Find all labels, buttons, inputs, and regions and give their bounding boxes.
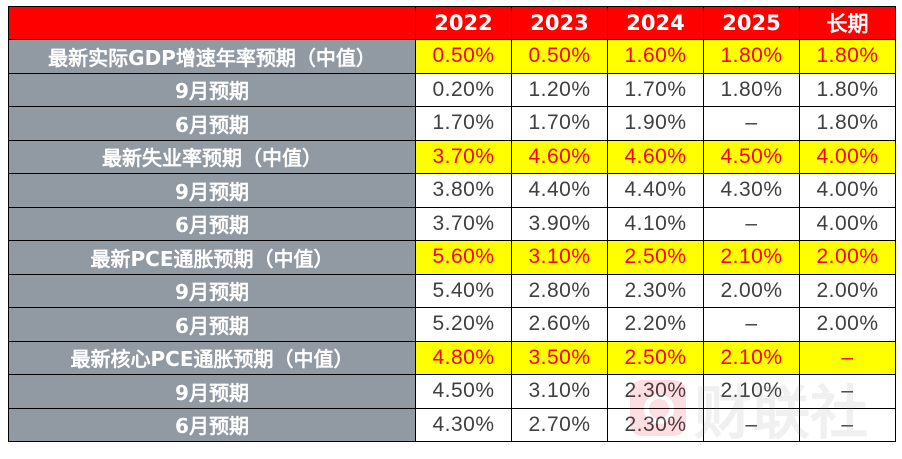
table-cell-长期: 1.80% <box>799 72 896 107</box>
table-row-latest-median: 最新实际GDP增速年率预期（中值） 0.50% 0.50% 1.60% 1.80% 1.8… <box>8 39 896 74</box>
table-cell-2022: 4.30% <box>415 407 512 442</box>
table-cell-2022: 5.20% <box>415 307 512 342</box>
table-cell-长期: 4.00% <box>799 139 896 174</box>
row-label: 最新失业率预期（中值） <box>8 139 416 174</box>
table-cell-2025: 1.80% <box>703 39 800 74</box>
header-row: 2022 2023 2024 2025 长期 <box>8 6 896 40</box>
row-label: 最新PCE通胀预期（中值） <box>8 240 416 275</box>
table-cell-2024: 2.30% <box>607 374 704 409</box>
table-cell-2023: 3.10% <box>511 240 608 275</box>
table-cell-2024: 4.40% <box>607 173 704 208</box>
row-label: 6月预期 <box>8 206 416 241</box>
table-cell-2023: 2.60% <box>511 307 608 342</box>
row-label: 最新核心PCE通胀预期（中值） <box>8 340 416 375</box>
fed-economic-projections-table: 2022 2023 2024 2025 长期 最新实际GDP增速年率预期（中值）… <box>8 6 896 442</box>
table-row-prior-projection: 6月预期 3.70% 3.90% 4.10% –4.00% <box>8 206 896 241</box>
table-cell-长期: – <box>799 374 896 409</box>
table-cell-2025: 4.50% <box>703 139 800 174</box>
header-year-2025: 2025 <box>703 6 800 40</box>
header-long-run: 长期 <box>799 6 896 40</box>
table-cell-2022: 4.50% <box>415 374 512 409</box>
table-cell-2025: 2.00% <box>703 273 800 308</box>
row-label: 最新实际GDP增速年率预期（中值） <box>8 39 416 74</box>
table-cell-2025: 2.10% <box>703 340 800 375</box>
table-cell-长期: 4.00% <box>799 173 896 208</box>
table-cell-长期: – <box>799 340 896 375</box>
table-cell-2024: 1.60% <box>607 39 704 74</box>
table-cell-2022: 1.70% <box>415 106 512 141</box>
table-cell-2022: 3.70% <box>415 206 512 241</box>
header-year-2022: 2022 <box>415 6 512 40</box>
table-row-prior-projection: 6月预期 4.30% 2.70% 2.30% – – <box>8 407 896 442</box>
header-year-2023: 2023 <box>511 6 608 40</box>
header-year-2024: 2024 <box>607 6 704 40</box>
table-row-latest-median: 最新失业率预期（中值） 3.70% 4.60% 4.60% 4.50% 4.00% <box>8 139 896 174</box>
table-cell-2023: 4.60% <box>511 139 608 174</box>
table-cell-2024: 2.20% <box>607 307 704 342</box>
table-cell-2024: 2.30% <box>607 407 704 442</box>
table-cell-长期: 2.00% <box>799 273 896 308</box>
row-label: 9月预期 <box>8 173 416 208</box>
table-cell-2025: – <box>703 407 800 442</box>
table-cell-2022: 5.40% <box>415 273 512 308</box>
table-cell-2022: 3.70% <box>415 139 512 174</box>
table-cell-长期: 2.00% <box>799 307 896 342</box>
header-corner-cell <box>8 6 416 40</box>
table-cell-2023: 3.10% <box>511 374 608 409</box>
table-cell-长期: 1.80% <box>799 39 896 74</box>
table-cell-2025: – <box>703 106 800 141</box>
table-cell-2022: 4.80% <box>415 340 512 375</box>
table-cell-2024: 2.50% <box>607 340 704 375</box>
row-label: 6月预期 <box>8 307 416 342</box>
table-cell-2023: 0.50% <box>511 39 608 74</box>
table-cell-2024: 2.30% <box>607 273 704 308</box>
row-label: 6月预期 <box>8 106 416 141</box>
table-row-prior-projection: 9月预期 3.80% 4.40% 4.40% 4.30% 4.00% <box>8 173 896 208</box>
table-cell-2023: 4.40% <box>511 173 608 208</box>
table-cell-2023: 1.70% <box>511 106 608 141</box>
table-cell-长期: 4.00% <box>799 206 896 241</box>
table-cell-2025: 4.30% <box>703 173 800 208</box>
table-cell-2024: 1.90% <box>607 106 704 141</box>
table-row-prior-projection: 6月预期 5.20% 2.60% 2.20% –2.00% <box>8 307 896 342</box>
table-cell-2024: 4.10% <box>607 206 704 241</box>
table-cell-2025: 2.10% <box>703 374 800 409</box>
table-cell-2022: 3.80% <box>415 173 512 208</box>
table-cell-2022: 0.50% <box>415 39 512 74</box>
table-cell-2023: 1.20% <box>511 72 608 107</box>
table-cell-2025: 2.10% <box>703 240 800 275</box>
table-row-latest-median: 最新核心PCE通胀预期（中值） 4.80% 3.50% 2.50% 2.10% – <box>8 340 896 375</box>
table-cell-2023: 2.80% <box>511 273 608 308</box>
table-row-prior-projection: 6月预期 1.70% 1.70% 1.90% –1.80% <box>8 106 896 141</box>
row-label: 6月预期 <box>8 407 416 442</box>
table-cell-2025: – <box>703 206 800 241</box>
table-cell-2025: – <box>703 307 800 342</box>
table-cell-2022: 0.20% <box>415 72 512 107</box>
table-cell-长期: 2.00% <box>799 240 896 275</box>
table-cell-2024: 4.60% <box>607 139 704 174</box>
row-label: 9月预期 <box>8 273 416 308</box>
row-label: 9月预期 <box>8 72 416 107</box>
row-label: 9月预期 <box>8 374 416 409</box>
table-row-prior-projection: 9月预期 0.20% 1.20% 1.70% 1.80% 1.80% <box>8 72 896 107</box>
table-cell-2022: 5.60% <box>415 240 512 275</box>
table-cell-2023: 2.70% <box>511 407 608 442</box>
table-cell-2023: 3.90% <box>511 206 608 241</box>
table-cell-2024: 1.70% <box>607 72 704 107</box>
table-row-latest-median: 最新PCE通胀预期（中值） 5.60% 3.10% 2.50% 2.10% 2.00% <box>8 240 896 275</box>
forecast-table-container: 2022 2023 2024 2025 长期 最新实际GDP增速年率预期（中值）… <box>8 6 896 442</box>
table-cell-长期: – <box>799 407 896 442</box>
table-cell-长期: 1.80% <box>799 106 896 141</box>
table-cell-2023: 3.50% <box>511 340 608 375</box>
table-row-prior-projection: 9月预期 5.40% 2.80% 2.30% 2.00% 2.00% <box>8 273 896 308</box>
table-cell-2025: 1.80% <box>703 72 800 107</box>
table-row-prior-projection: 9月预期 4.50% 3.10% 2.30% 2.10% – <box>8 374 896 409</box>
table-cell-2024: 2.50% <box>607 240 704 275</box>
